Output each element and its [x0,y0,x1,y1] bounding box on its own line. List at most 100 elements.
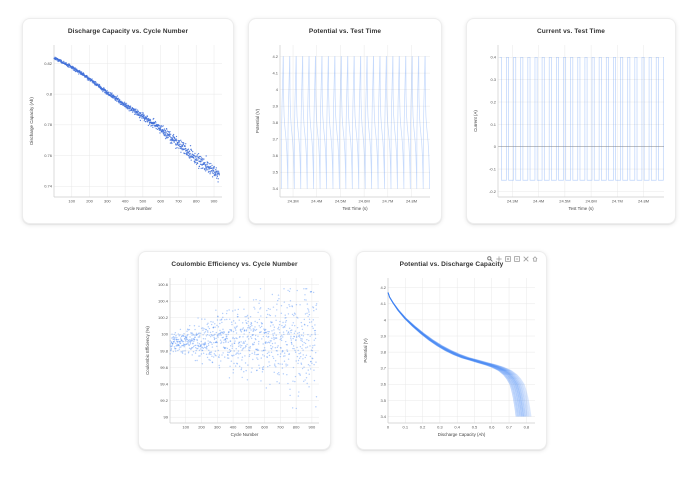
svg-text:24.7M: 24.7M [382,199,393,204]
svg-text:4.2: 4.2 [272,54,278,59]
svg-text:0.1: 0.1 [490,122,496,127]
svg-text:4: 4 [276,87,279,92]
svg-text:0.82: 0.82 [44,61,53,66]
svg-text:-0.1: -0.1 [489,166,497,171]
svg-text:3.4: 3.4 [380,414,386,419]
svg-text:0.1: 0.1 [403,425,409,430]
svg-text:0.6: 0.6 [489,425,495,430]
svg-text:3.7: 3.7 [380,366,386,371]
svg-text:3.6: 3.6 [380,382,386,387]
svg-text:24.6M: 24.6M [586,199,597,204]
svg-text:Discharge Capacity (Ah): Discharge Capacity (Ah) [29,97,34,145]
potential-vs-discharge-capacity-plot[interactable]: 0 0.1 0.2 0.3 0.4 0.5 0.6 0.7 0.8 4.2 4.1 4 3.9 3.8 3.… [360,272,543,445]
svg-text:3.8: 3.8 [272,120,278,125]
svg-text:99.6: 99.6 [160,365,169,370]
svg-text:900: 900 [309,425,316,430]
svg-text:Test Time (s): Test Time (s) [342,206,368,211]
potential-vs-test-time-plot[interactable]: 24.3M 24.4M 24.5M 24.6M 24.7M 24.8M 4.2 4.1 4 3.9… [252,39,438,219]
pan-icon[interactable] [496,256,502,262]
svg-text:0.5: 0.5 [472,425,478,430]
svg-text:0.3: 0.3 [490,77,496,82]
svg-text:99: 99 [164,415,169,420]
svg-text:3.6: 3.6 [272,153,278,158]
svg-text:700: 700 [175,199,182,204]
autoscale-icon[interactable] [523,256,529,262]
svg-text:24.4M: 24.4M [311,199,322,204]
current-vs-test-time-plot[interactable]: 24.3M 24.4M 24.5M 24.6M 24.7M 24.8M 0.4 0.3 0.2 0… [470,39,672,219]
svg-text:100.2: 100.2 [158,315,169,320]
svg-text:3.4: 3.4 [272,186,278,191]
chart-title-discharge-capacity: Discharge Capacity vs. Cycle Number [67,28,189,35]
svg-text:0.74: 0.74 [44,184,53,189]
svg-text:0.4: 0.4 [490,55,496,60]
discharge-capacity-chart-card: Discharge Capacity vs. Cycle Number 100 2… [22,18,234,224]
svg-text:3.7: 3.7 [272,137,278,142]
svg-text:400: 400 [230,425,237,430]
svg-text:3.9: 3.9 [272,104,278,109]
svg-text:0: 0 [387,425,390,430]
discharge-capacity-plot[interactable]: 100 200 300 400 500 600 700 800 900 0.82 0.8 0.78 0.… [26,39,230,219]
svg-text:99.8: 99.8 [160,348,169,353]
svg-text:600: 600 [157,199,164,204]
svg-text:Current (A): Current (A) [473,110,478,132]
svg-text:Test Time (s): Test Time (s) [568,206,594,211]
svg-text:Potential (V): Potential (V) [363,338,368,363]
potential-vs-discharge-capacity-chart-card: Potential vs. Discharge Capacity 0 0.1 0.2… [356,251,547,450]
svg-text:300: 300 [214,425,221,430]
chart-title-potential-vs-discharge-capacity: Potential vs. Discharge Capacity [399,261,504,268]
svg-text:100: 100 [161,332,168,337]
svg-text:100.6: 100.6 [158,282,169,287]
coulombic-efficiency-chart-card: Coulombic Efficiency vs. Cycle Number 10… [138,251,331,450]
svg-text:4.1: 4.1 [380,301,386,306]
svg-text:500: 500 [245,425,252,430]
svg-text:3.9: 3.9 [380,333,386,338]
zoom-in-icon[interactable] [505,256,511,262]
reset-axes-icon[interactable] [532,256,538,262]
svg-text:Potential (V): Potential (V) [255,108,260,133]
svg-text:4.2: 4.2 [380,285,386,290]
svg-text:200: 200 [86,199,93,204]
current-vs-time-chart-card: Current vs. Test Time 24.3M 24.4M 24.5M 24.… [466,18,676,224]
svg-text:Coulombic Efficiency (%): Coulombic Efficiency (%) [145,326,150,375]
svg-text:200: 200 [198,425,205,430]
svg-text:99.4: 99.4 [160,381,169,386]
svg-text:24.7M: 24.7M [612,199,623,204]
svg-text:800: 800 [293,425,300,430]
svg-text:24.5M: 24.5M [559,199,570,204]
svg-text:3.5: 3.5 [272,170,278,175]
svg-text:24.6M: 24.6M [359,199,370,204]
svg-text:100.4: 100.4 [158,299,169,304]
svg-text:0.8: 0.8 [524,425,530,430]
svg-text:0.2: 0.2 [490,99,496,104]
svg-text:24.5M: 24.5M [335,199,346,204]
svg-text:Cycle Number: Cycle Number [231,432,259,437]
svg-text:0.4: 0.4 [454,425,460,430]
svg-text:0.7: 0.7 [506,425,512,430]
chart-title-potential-vs-test-time: Potential vs. Test Time [308,28,382,35]
svg-text:24.4M: 24.4M [533,199,544,204]
svg-text:4.1: 4.1 [272,70,278,75]
svg-text:3.5: 3.5 [380,398,386,403]
svg-text:0.2: 0.2 [420,425,426,430]
svg-text:800: 800 [193,199,200,204]
svg-text:100: 100 [182,425,189,430]
svg-text:600: 600 [261,425,268,430]
svg-text:700: 700 [277,425,284,430]
svg-text:0.76: 0.76 [44,153,53,158]
zoom-out-icon[interactable] [514,256,520,262]
svg-text:500: 500 [140,199,147,204]
chart-title-coulombic-efficiency: Coulombic Efficiency vs. Cycle Number [171,261,298,268]
chart-title-current-vs-test-time: Current vs. Test Time [537,28,605,35]
svg-text:-0.2: -0.2 [489,189,497,194]
svg-text:Discharge Capacity (Ah): Discharge Capacity (Ah) [438,432,486,437]
svg-text:0.78: 0.78 [44,122,53,127]
svg-text:400: 400 [122,199,129,204]
svg-text:24.3M: 24.3M [287,199,298,204]
svg-text:300: 300 [104,199,111,204]
coulombic-efficiency-plot[interactable]: 100 200 300 400 500 600 700 800 900 100.6 100.4 100… [142,272,327,445]
zoom-icon[interactable] [487,256,493,262]
potential-vs-time-chart-card: Potential vs. Test Time 24.3M 24.4M 24.5M 2… [248,18,442,224]
svg-text:0.3: 0.3 [437,425,443,430]
svg-text:100: 100 [68,199,75,204]
